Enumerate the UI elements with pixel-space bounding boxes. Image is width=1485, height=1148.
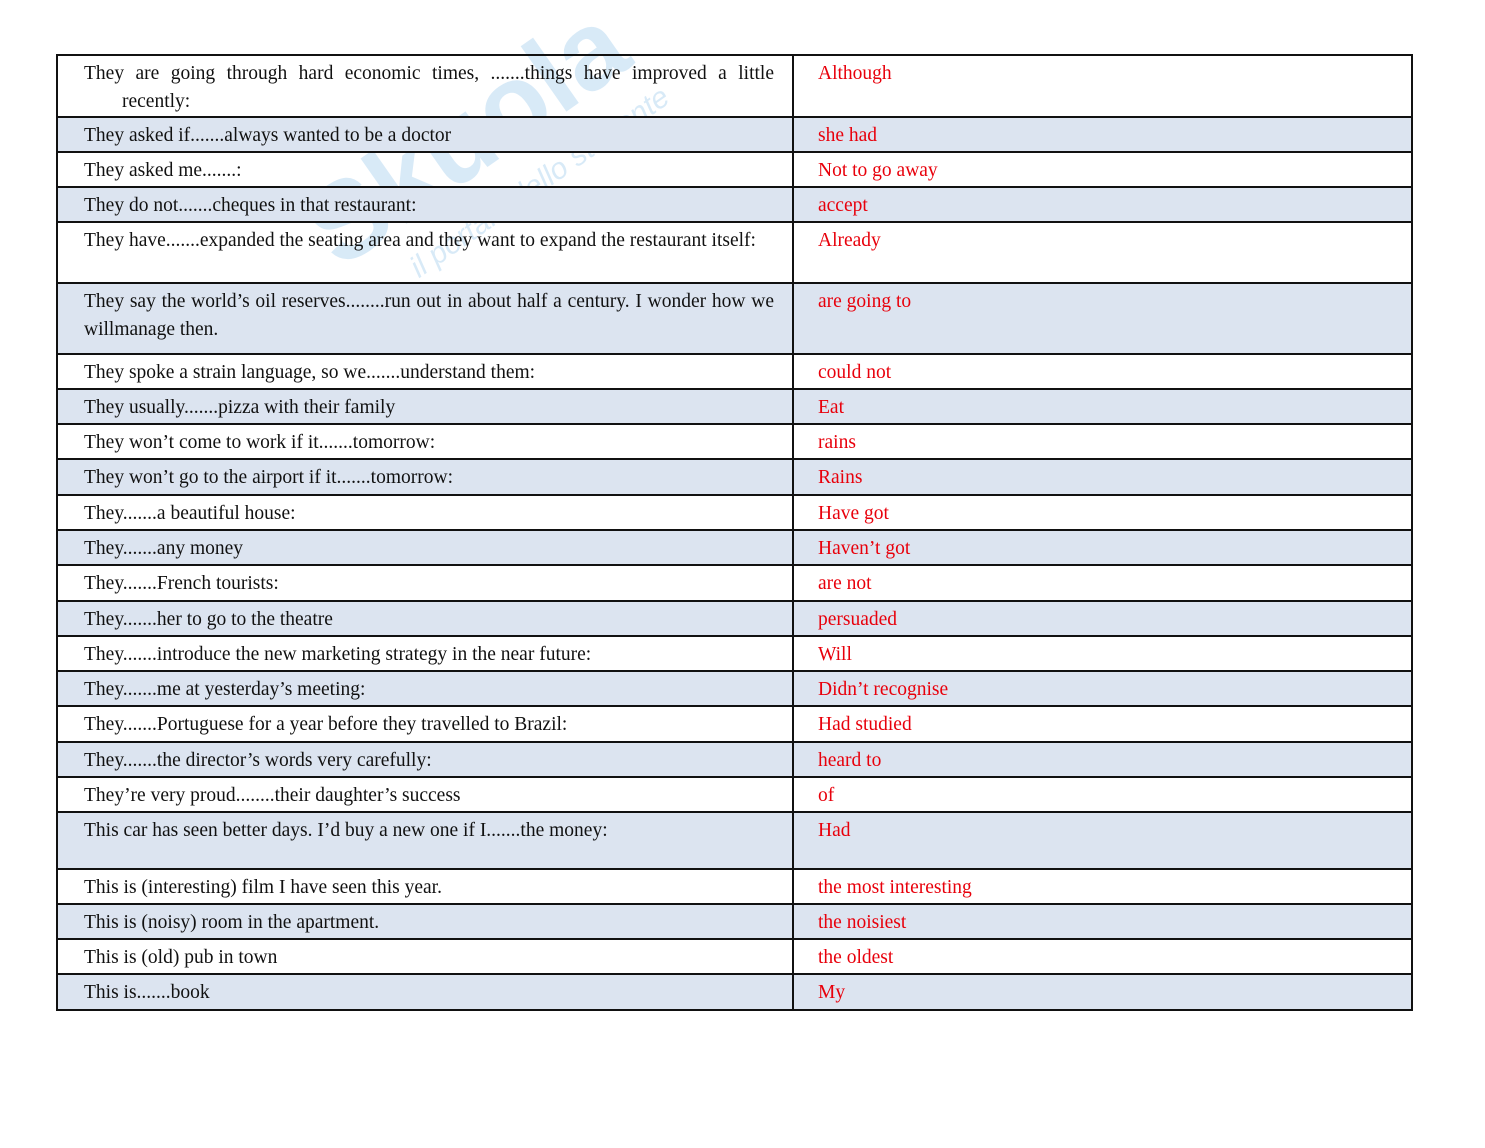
question-cell: They say the world’s oil reserves.......… (56, 282, 794, 355)
answer-cell: Rains (792, 458, 1413, 496)
question-cell: They won’t go to the airport if it......… (56, 458, 794, 496)
question-text: They.......Portuguese for a year before … (84, 714, 568, 735)
question-text: They.......a beautiful house: (84, 503, 296, 524)
table-row: They.......introduce the new marketing s… (56, 635, 1413, 672)
answer-cell: Eat (792, 388, 1413, 425)
question-text: They’re very proud........their daughter… (84, 785, 461, 806)
answer-cell: the most interesting (792, 868, 1413, 905)
answer-cell: Had (792, 811, 1413, 870)
answer-cell: Haven’t got (792, 529, 1413, 566)
question-text: They are going through hard economic tim… (84, 63, 774, 112)
question-cell: They spoke a strain language, so we.....… (56, 353, 794, 390)
question-text: They say the world’s oil reserves.......… (84, 291, 774, 340)
table-row: They say the world’s oil reserves.......… (56, 282, 1413, 355)
question-cell: They.......me at yesterday’s meeting: (56, 670, 794, 707)
question-text: They.......the director’s words very car… (84, 750, 432, 771)
table-row: They won’t come to work if it.......tomo… (56, 423, 1413, 460)
table-row: They won’t go to the airport if it......… (56, 458, 1413, 496)
question-text: They asked me.......: (84, 160, 242, 181)
question-cell: They have.......expanded the seating are… (56, 221, 794, 284)
question-cell: This is.......book (56, 973, 794, 1011)
question-cell: They asked if.......always wanted to be … (56, 116, 794, 153)
question-text: They do not.......cheques in that restau… (84, 195, 417, 216)
question-cell: They.......Portuguese for a year before … (56, 705, 794, 743)
question-text: They won’t come to work if it.......tomo… (84, 432, 436, 453)
answer-cell: Had studied (792, 705, 1413, 743)
question-cell: This is (interesting) film I have seen t… (56, 868, 794, 905)
question-text: They.......French tourists: (84, 573, 279, 594)
answer-cell: My (792, 973, 1413, 1011)
table-row: They.......the director’s words very car… (56, 741, 1413, 778)
table-row: They.......her to go to the theatre persu… (56, 600, 1413, 637)
table-row: They asked me.......: Not to go away (56, 151, 1413, 188)
question-text: This is (old) pub in town (84, 947, 278, 968)
question-cell: This is (noisy) room in the apartment. (56, 903, 794, 940)
question-text: They usually.......pizza with their fami… (84, 397, 396, 418)
table-row: They usually.......pizza with their fami… (56, 388, 1413, 425)
question-text: They.......her to go to the theatre (84, 609, 333, 630)
question-text: This car has seen better days. I’d buy a… (84, 820, 608, 841)
answer-cell: she had (792, 116, 1413, 153)
answer-cell: are not (792, 564, 1413, 602)
table-row: They.......me at yesterday’s meeting: Did… (56, 670, 1413, 707)
question-cell: This is (old) pub in town (56, 938, 794, 975)
exercise-table: They are going through hard economic tim… (56, 54, 1413, 1011)
answer-cell: Although (792, 54, 1413, 118)
question-cell: They.......a beautiful house: (56, 494, 794, 531)
answer-cell: Have got (792, 494, 1413, 531)
table-row: They have.......expanded the seating are… (56, 221, 1413, 284)
answer-cell: Already (792, 221, 1413, 284)
table-row: This is (noisy) room in the apartment. th… (56, 903, 1413, 940)
question-text: They spoke a strain language, so we.....… (84, 362, 536, 383)
question-text: They have.......expanded the seating are… (84, 230, 756, 251)
question-cell: They do not.......cheques in that restau… (56, 186, 794, 223)
question-cell: They’re very proud........their daughter… (56, 776, 794, 813)
answer-cell: of (792, 776, 1413, 813)
answer-cell: Not to go away (792, 151, 1413, 188)
answer-cell: persuaded (792, 600, 1413, 637)
question-cell: They.......introduce the new marketing s… (56, 635, 794, 672)
question-cell: They won’t come to work if it.......tomo… (56, 423, 794, 460)
question-text: This is (interesting) film I have seen t… (84, 877, 442, 898)
table-row: This is.......book My (56, 973, 1413, 1011)
answer-cell: could not (792, 353, 1413, 390)
answer-cell: rains (792, 423, 1413, 460)
table-row: This is (old) pub in town the oldest (56, 938, 1413, 975)
question-cell: They.......her to go to the theatre (56, 600, 794, 637)
question-cell: This car has seen better days. I’d buy a… (56, 811, 794, 870)
table-row: They.......Portuguese for a year before … (56, 705, 1413, 743)
question-cell: They.......French tourists: (56, 564, 794, 602)
answer-cell: accept (792, 186, 1413, 223)
answer-cell: Didn’t recognise (792, 670, 1413, 707)
question-cell: They asked me.......: (56, 151, 794, 188)
answer-cell: the oldest (792, 938, 1413, 975)
table-row: This car has seen better days. I’d buy a… (56, 811, 1413, 870)
question-text: This is (noisy) room in the apartment. (84, 912, 380, 933)
answer-cell: the noisiest (792, 903, 1413, 940)
table-row: This is (interesting) film I have seen t… (56, 868, 1413, 905)
table-row: They are going through hard economic tim… (56, 54, 1413, 118)
question-cell: They are going through hard economic tim… (56, 54, 794, 118)
table-row: They.......a beautiful house: Have got (56, 494, 1413, 531)
table-row: They’re very proud........their daughter… (56, 776, 1413, 813)
question-text: They.......me at yesterday’s meeting: (84, 679, 366, 700)
question-text: They won’t go to the airport if it......… (84, 467, 453, 488)
table-row: They asked if.......always wanted to be … (56, 116, 1413, 153)
question-cell: They.......any money (56, 529, 794, 566)
question-cell: They usually.......pizza with their fami… (56, 388, 794, 425)
table-row: They do not.......cheques in that restau… (56, 186, 1413, 223)
answer-cell: are going to (792, 282, 1413, 355)
question-text: They asked if.......always wanted to be … (84, 125, 452, 146)
answer-cell: Will (792, 635, 1413, 672)
question-text: They.......any money (84, 538, 244, 559)
table-row: They.......any money Haven’t got (56, 529, 1413, 566)
question-cell: They.......the director’s words very car… (56, 741, 794, 778)
question-text: This is.......book (84, 982, 210, 1003)
question-text: They.......introduce the new marketing s… (84, 644, 592, 665)
table-row: They.......French tourists: are not (56, 564, 1413, 602)
answer-cell: heard to (792, 741, 1413, 778)
table-row: They spoke a strain language, so we.....… (56, 353, 1413, 390)
